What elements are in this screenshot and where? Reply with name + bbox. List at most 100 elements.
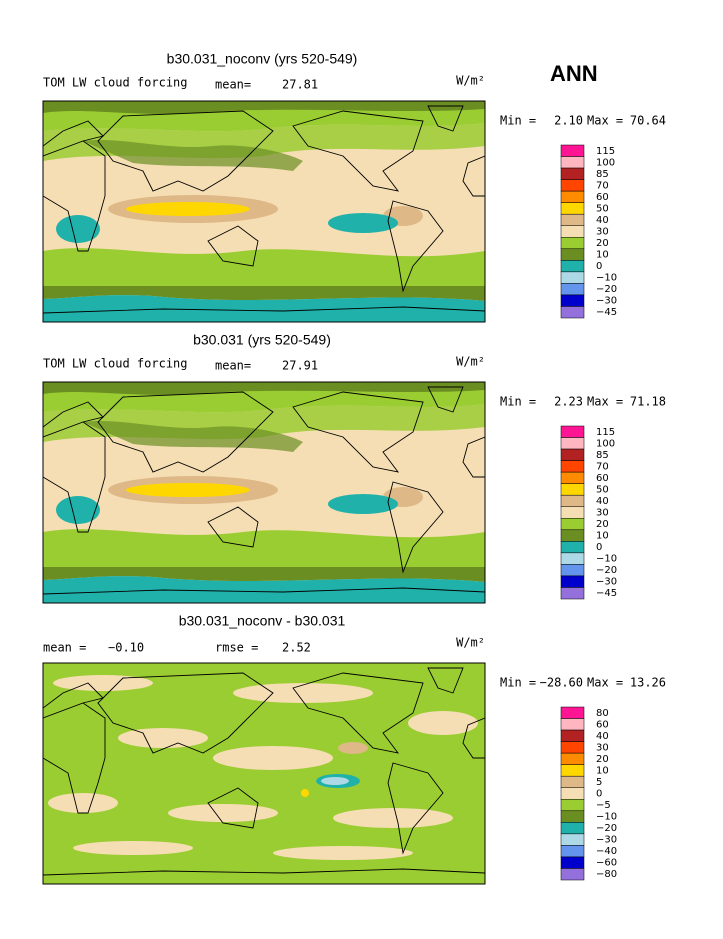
colorbar-swatch: [560, 179, 585, 192]
map-frame: [42, 662, 486, 885]
colorbar-label: −40: [596, 846, 617, 857]
colorbar-label: 40: [596, 731, 609, 742]
colorbar-swatch: [560, 575, 585, 588]
season-label: ANN: [550, 61, 598, 86]
colorbar-swatch: [560, 248, 585, 261]
colorbar-swatch: [560, 564, 585, 577]
colorbar-swatch: [560, 541, 585, 554]
min-value: 2.10: [554, 114, 583, 128]
colorbar-label: 70: [596, 180, 609, 191]
colorbar-swatch: [560, 460, 585, 473]
colorbar-swatch: [560, 306, 585, 319]
colorbar-label: 60: [596, 719, 609, 730]
max-value: 71.18: [630, 395, 666, 409]
min-label: Min =: [500, 676, 536, 690]
colorbar-label: 30: [596, 508, 609, 519]
colorbar-swatch: [560, 552, 585, 565]
colorbar-swatch: [560, 144, 585, 157]
rmse-label: rmse =: [215, 641, 258, 655]
colorbar-label: −80: [596, 869, 617, 880]
mean-label: mean=: [215, 359, 251, 373]
colorbar-swatch: [560, 718, 585, 731]
colorbar-label: −30: [596, 835, 617, 846]
field-label: TOM LW cloud forcing: [43, 76, 188, 90]
colorbar-label: −10: [596, 273, 617, 284]
colorbar-swatch: [560, 845, 585, 858]
colorbar-label: 10: [596, 531, 609, 542]
colorbar-label: −10: [596, 812, 617, 823]
colorbar-label: 5: [596, 777, 602, 788]
min-label: Min =: [500, 395, 536, 409]
colorbar-swatch: [560, 833, 585, 846]
colorbar-label: −30: [596, 577, 617, 588]
mean-label: mean =: [43, 641, 86, 655]
colorbar-swatch: [560, 856, 585, 869]
colorbar-label: 0: [596, 542, 602, 553]
units: W/m²: [456, 355, 485, 369]
colorbar-swatch: [560, 706, 585, 719]
colorbar-label: 60: [596, 192, 609, 203]
map-frame: [42, 100, 486, 323]
map: [43, 382, 485, 603]
min-label: Min =: [500, 114, 536, 128]
colorbar-swatch: [560, 494, 585, 507]
colorbar-label: 30: [596, 227, 609, 238]
colorbar-swatch: [560, 271, 585, 284]
colorbar-label: −10: [596, 554, 617, 565]
colorbar-swatch: [560, 156, 585, 169]
colorbar-swatch: [560, 752, 585, 765]
mean-value: 27.91: [282, 359, 318, 373]
colorbar-swatch: [560, 190, 585, 203]
colorbar-label: 60: [596, 473, 609, 484]
colorbar-swatch: [560, 167, 585, 180]
colorbar-swatch: [560, 448, 585, 461]
map: [43, 663, 485, 884]
colorbar-label: 0: [596, 261, 602, 272]
colorbar-swatch: [560, 213, 585, 226]
colorbar-label: 50: [596, 203, 609, 214]
colorbar-label: −20: [596, 284, 617, 295]
colorbar-label: 20: [596, 519, 609, 530]
colorbar-label: −20: [596, 823, 617, 834]
colorbar-swatch: [560, 587, 585, 600]
colorbar-label: 40: [596, 215, 609, 226]
colorbar-label: 100: [596, 438, 615, 449]
units: W/m²: [456, 74, 485, 88]
colorbar-label: 100: [596, 157, 615, 168]
field-label: TOM LW cloud forcing: [43, 357, 188, 371]
colorbar-swatch: [560, 822, 585, 835]
colorbar-swatch: [560, 471, 585, 484]
colorbar-label: 10: [596, 250, 609, 261]
colorbar-swatch: [560, 868, 585, 881]
max-value: 13.26: [630, 676, 666, 690]
colorbar-swatch: [560, 225, 585, 238]
colorbar-label: 115: [596, 146, 615, 157]
units: W/m²: [456, 636, 485, 650]
max-label: Max =: [587, 676, 623, 690]
colorbar-swatch: [560, 741, 585, 754]
colorbar-label: 115: [596, 427, 615, 438]
colorbar-swatch: [560, 294, 585, 307]
panel-title: b30.031_noconv - b30.031: [179, 613, 346, 629]
colorbar-label: −45: [596, 307, 617, 318]
colorbar-label: 10: [596, 765, 609, 776]
mean-value: 27.81: [282, 78, 318, 92]
colorbar-swatch: [560, 775, 585, 788]
panel-title: b30.031_noconv (yrs 520-549): [167, 51, 358, 67]
mean-value: −0.10: [108, 641, 144, 655]
rmse-value: 2.52: [282, 641, 311, 655]
colorbar-label: −30: [596, 296, 617, 307]
colorbar-swatch: [560, 237, 585, 250]
panel-title: b30.031 (yrs 520-549): [193, 332, 331, 348]
colorbar-swatch: [560, 283, 585, 296]
colorbar-swatch: [560, 810, 585, 823]
colorbar-label: −20: [596, 565, 617, 576]
colorbar-swatch: [560, 529, 585, 542]
colorbar-label: 40: [596, 496, 609, 507]
colorbar-swatch: [560, 260, 585, 273]
colorbar-label: −5: [596, 800, 611, 811]
min-value: 2.23: [554, 395, 583, 409]
map: [43, 101, 485, 322]
colorbar-swatch: [560, 506, 585, 519]
